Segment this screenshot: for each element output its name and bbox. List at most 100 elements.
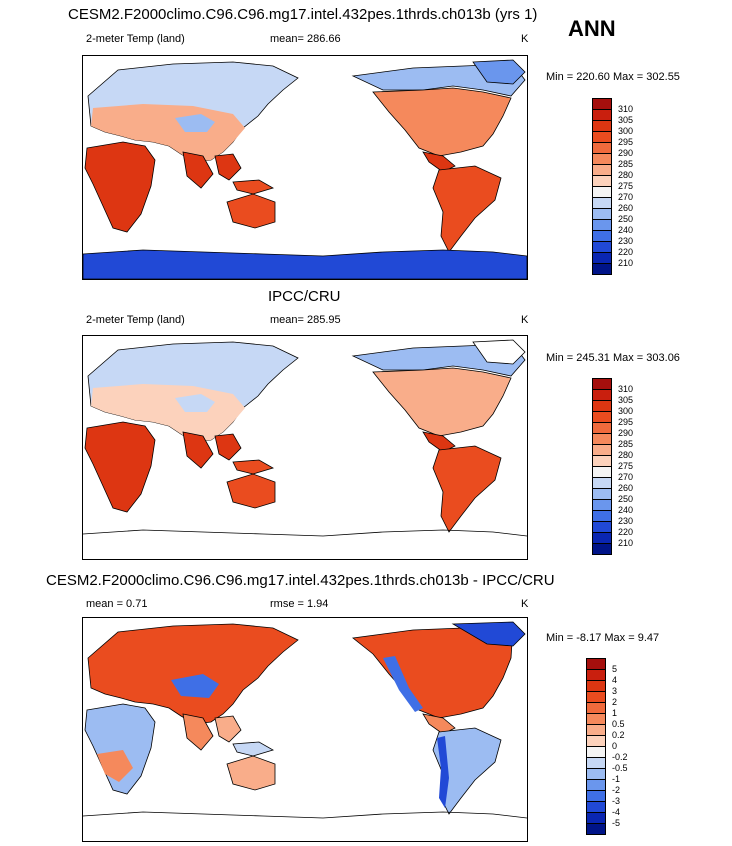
colorbar-tick-label: 285 xyxy=(618,439,634,449)
colorbar-tick-label: 280 xyxy=(618,450,634,460)
panel-1-map xyxy=(82,55,528,280)
antarctica-outline xyxy=(83,811,527,819)
north-america-landmass xyxy=(372,87,512,157)
colorbar-tick-label: -4 xyxy=(612,807,621,817)
north-america-landmass xyxy=(372,367,512,437)
colorbar-swatch xyxy=(586,823,606,835)
colorbar-tick-label: 220 xyxy=(618,527,634,537)
season-label: ANN xyxy=(568,16,616,41)
colorbar-tick-label: 290 xyxy=(618,428,634,438)
panel-1-mean-label: mean= 286.66 xyxy=(270,33,341,45)
panel-3-title: CESM2.F2000climo.C96.C96.mg17.intel.432p… xyxy=(46,572,555,589)
colorbar-tick-label: 210 xyxy=(618,538,634,548)
panel-1-title: CESM2.F2000climo.C96.C96.mg17.intel.432p… xyxy=(68,6,538,23)
colorbar-tick-label: 230 xyxy=(618,516,634,526)
colorbar-tick-label: 285 xyxy=(618,159,634,169)
australia-landmass xyxy=(226,473,276,509)
africa-landmass xyxy=(84,141,156,233)
colorbar-tick-label: 310 xyxy=(618,104,634,114)
greenland xyxy=(451,621,526,647)
colorbar-tick-label: 275 xyxy=(618,461,634,471)
andes-cold-band xyxy=(437,736,449,808)
panel-3-map xyxy=(82,617,528,842)
panel-2-map xyxy=(82,335,528,560)
colorbar-tick-label: 260 xyxy=(618,203,634,213)
colorbar-tick-label: -3 xyxy=(612,796,621,806)
panel-2-unit-label: K xyxy=(521,314,529,326)
tibet-plateau xyxy=(175,394,215,412)
panel-2-map-svg xyxy=(83,339,527,537)
panel-2-title: IPCC/CRU xyxy=(268,288,341,305)
colorbar-tick-label: 4 xyxy=(612,675,618,685)
colorbar-tick-label: 2 xyxy=(612,697,618,707)
australia-landmass xyxy=(226,193,276,229)
panel-3-colorbar: 5 4 3 2 1 0.5 0.2 0 -0.2 -0.5 -1 -2 -3 -4 -5 xyxy=(586,658,646,835)
panel-3-rmse-label: rmse = 1.94 xyxy=(270,598,329,610)
colorbar-tick-label: 270 xyxy=(618,472,634,482)
southeast-asia xyxy=(214,715,242,743)
panel-1-minmax: Min = 220.60 Max = 302.55 xyxy=(546,71,680,83)
south-america-landmass xyxy=(432,727,502,815)
colorbar-tick-label: 280 xyxy=(618,170,634,180)
colorbar-tick-label: 220 xyxy=(618,247,634,257)
colorbar-tick-label: 295 xyxy=(618,417,634,427)
south-america-landmass xyxy=(432,445,502,533)
colorbar-tick-label: -0.2 xyxy=(612,752,628,762)
antarctica-landmass xyxy=(83,249,527,279)
colorbar-tick-label: 270 xyxy=(618,192,634,202)
colorbar-swatch xyxy=(592,263,612,275)
greenland xyxy=(472,339,526,365)
colorbar-tick-label: 260 xyxy=(618,483,634,493)
panel-3-unit-label: K xyxy=(521,598,529,610)
maritime-continent xyxy=(232,741,275,757)
eurasia-landmass xyxy=(87,623,299,725)
colorbar-tick-label: 240 xyxy=(618,225,634,235)
panel-3-minmax: Min = -8.17 Max = 9.47 xyxy=(546,632,660,644)
panel-2-minmax: Min = 245.31 Max = 303.06 xyxy=(546,352,680,364)
panel-1-colorbar: 310 305 300 295 290 285 280 275 270 260 250 240 230 2… xyxy=(592,98,652,275)
colorbar-tick-label: 210 xyxy=(618,258,634,268)
colorbar-tick-label: 310 xyxy=(618,384,634,394)
colorbar-tick-label: 5 xyxy=(612,664,618,674)
greenland xyxy=(472,59,526,85)
panel-1-unit-label: K xyxy=(521,33,529,45)
south-asia xyxy=(182,431,214,469)
southeast-asia xyxy=(214,153,242,181)
colorbar-tick-label: 300 xyxy=(618,126,634,136)
south-asia xyxy=(182,151,214,189)
south-america-landmass xyxy=(432,165,502,253)
rockies-cold-band xyxy=(383,656,423,712)
tibet-plateau xyxy=(171,674,219,698)
panel-2-colorbar: 310 305 300 295 290 285 280 275 270 260 250 240 230 2… xyxy=(592,378,652,555)
africa-warm-patch xyxy=(97,750,133,782)
colorbar-tick-label: 250 xyxy=(618,494,634,504)
colorbar-tick-label: 0 xyxy=(612,741,618,751)
colorbar-tick-label: 230 xyxy=(618,236,634,246)
tibet-plateau xyxy=(175,114,215,132)
antarctica-outline xyxy=(83,529,527,537)
australia-landmass xyxy=(226,755,276,791)
panel-3-map-svg xyxy=(83,621,527,819)
southeast-asia xyxy=(214,433,242,461)
panel-2-variable-label: 2-meter Temp (land) xyxy=(86,314,185,326)
colorbar-tick-label: 305 xyxy=(618,395,634,405)
colorbar-tick-label: 0.5 xyxy=(612,719,625,729)
colorbar-tick-label: 305 xyxy=(618,115,634,125)
south-asia xyxy=(182,713,214,751)
colorbar-tick-label: 3 xyxy=(612,686,618,696)
colorbar-tick-label: 240 xyxy=(618,505,634,515)
maritime-continent xyxy=(232,459,275,475)
africa-landmass xyxy=(84,421,156,513)
maritime-continent xyxy=(232,179,275,195)
colorbar-tick-label: 0.2 xyxy=(612,730,625,740)
colorbar-tick-label: -5 xyxy=(612,818,621,828)
colorbar-swatch xyxy=(592,543,612,555)
colorbar-tick-label: -0.5 xyxy=(612,763,628,773)
colorbar-tick-label: -2 xyxy=(612,785,621,795)
panel-2-mean-label: mean= 285.95 xyxy=(270,314,341,326)
africa-landmass xyxy=(84,703,156,795)
colorbar-tick-label: 295 xyxy=(618,137,634,147)
colorbar-tick-label: -1 xyxy=(612,774,621,784)
panel-1-variable-label: 2-meter Temp (land) xyxy=(86,33,185,45)
colorbar-tick-label: 275 xyxy=(618,181,634,191)
